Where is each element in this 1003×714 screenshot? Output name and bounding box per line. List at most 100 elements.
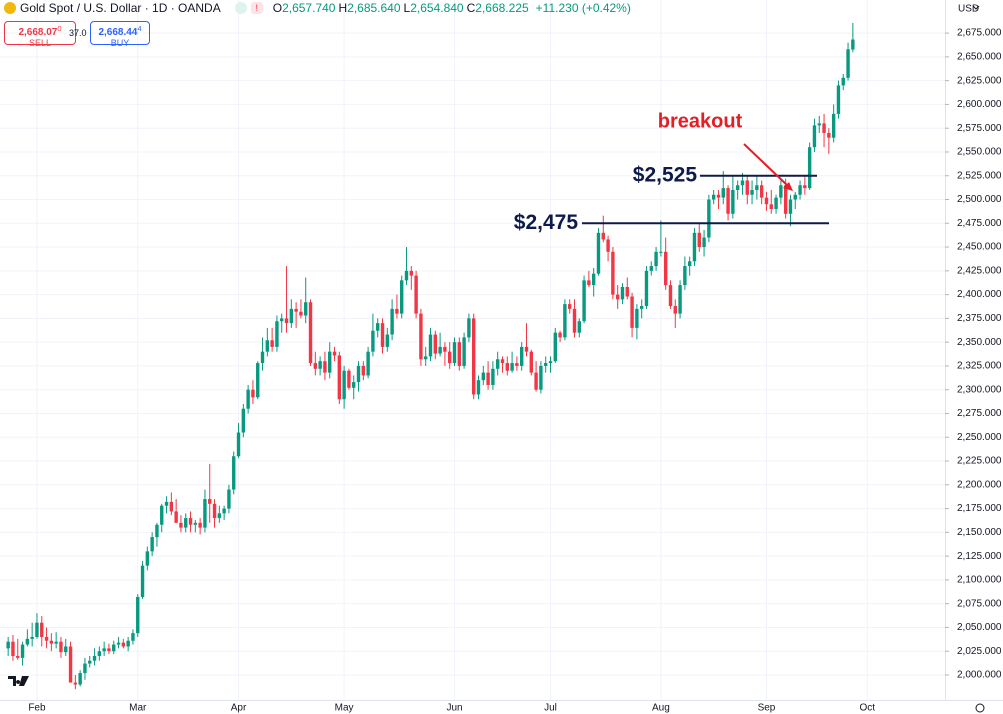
candle-body: [347, 370, 351, 388]
candle-body: [726, 188, 730, 214]
candle-body: [659, 251, 663, 253]
level-label: $2,525: [633, 163, 698, 186]
candle-body: [822, 123, 826, 133]
candle-body: [687, 261, 692, 267]
candle-body: [270, 340, 274, 347]
sell-button[interactable]: 2,668.070 SELL: [4, 21, 76, 48]
x-tick-label: Mar: [129, 703, 147, 714]
candle-body: [299, 311, 303, 316]
currency-caret: [972, 5, 980, 10]
candle-body: [328, 351, 332, 373]
candle-body: [428, 334, 433, 357]
candle-body: [419, 313, 423, 360]
x-tick-label: Jun: [446, 703, 462, 714]
candle-body: [64, 646, 68, 653]
candle-body: [313, 363, 318, 369]
candle-body: [332, 351, 337, 356]
candle-body: [164, 501, 169, 506]
candle-body: [649, 266, 653, 271]
candle-body: [289, 308, 294, 324]
candle-body: [539, 365, 543, 390]
candle-body: [424, 356, 428, 360]
candle-body: [414, 275, 418, 314]
candle-body: [635, 308, 639, 328]
y-tick-label: 2,550.000: [957, 147, 1002, 158]
candle-body: [232, 456, 236, 490]
candle-body: [212, 503, 217, 519]
candle-body: [203, 499, 207, 528]
candle-body: [803, 185, 807, 189]
candle-body: [400, 280, 404, 314]
buy-label: BUY: [110, 38, 130, 48]
y-tick-label: 2,600.000: [957, 99, 1002, 110]
y-tick-label: 2,575.000: [957, 123, 1002, 134]
candle-body: [851, 39, 855, 50]
candle-body: [25, 638, 30, 645]
y-tick-label: 2,450.000: [957, 242, 1002, 253]
candle-body: [54, 641, 58, 644]
candle-body: [567, 304, 572, 309]
settings-icon[interactable]: [975, 703, 985, 713]
candle-body: [683, 266, 687, 286]
candle-body: [116, 642, 121, 645]
candle-body: [577, 321, 581, 333]
candle-body: [639, 306, 644, 309]
candle-body: [740, 180, 745, 186]
candle-body: [30, 636, 34, 639]
status-icon[interactable]: [234, 2, 247, 14]
alert-icon[interactable]: !: [250, 2, 263, 14]
candle-body: [587, 280, 591, 286]
buy-button[interactable]: 2,668.444 BUY: [90, 21, 150, 48]
symbol[interactable]: Gold Spot / U.S. Dollar · 1D · OANDA: [20, 1, 221, 15]
candle-body: [836, 85, 841, 114]
candle-body: [275, 321, 279, 347]
y-tick-label: 2,025.000: [957, 646, 1002, 657]
grid: [0, 0, 949, 700]
candle-body: [188, 518, 193, 525]
candle-body: [457, 342, 462, 366]
y-tick-label: 2,175.000: [957, 503, 1002, 514]
candle-body: [342, 370, 346, 400]
y-tick-label: 2,325.000: [957, 361, 1002, 372]
candle-body: [40, 622, 44, 637]
y-tick-label: 2,125.000: [957, 551, 1002, 562]
candle-body: [73, 682, 78, 685]
logo: [8, 676, 29, 686]
candle-body: [524, 346, 529, 352]
annotation-arrowhead: [783, 182, 793, 191]
candle-body: [543, 363, 548, 366]
candle-body: [462, 337, 466, 366]
candle-body: [702, 237, 706, 248]
candle-body: [591, 273, 596, 286]
candle-body: [448, 351, 452, 364]
ohlc-key: C: [466, 1, 476, 15]
candle-body: [606, 239, 610, 252]
candle-body: [371, 330, 375, 352]
level-label: $2,475: [514, 211, 579, 234]
candle-body: [438, 346, 442, 354]
candle-body: [16, 655, 20, 658]
candle-body: [44, 636, 49, 641]
y-tick-label: 2,425.000: [957, 265, 1002, 276]
candle-body: [553, 332, 557, 362]
currency[interactable]: USD: [958, 4, 979, 15]
candle-body: [572, 308, 577, 333]
candle-body: [265, 340, 270, 352]
candle-body: [774, 197, 778, 210]
candle-body: [380, 323, 385, 347]
candle-body: [198, 522, 202, 528]
candle-body: [121, 642, 126, 647]
candle-body: [366, 351, 370, 376]
candle-body: [222, 508, 226, 514]
ohlc-key: O: [272, 1, 283, 15]
candle-body: [692, 232, 697, 262]
candle-body: [208, 499, 212, 504]
candle-body: [596, 232, 601, 274]
legend: Gold Spot / U.S. Dollar · 1D · OANDA ! O…: [4, 1, 631, 15]
x-tick-label: May: [335, 703, 354, 714]
y-tick-label: 2,000.000: [957, 670, 1002, 681]
sell-sup: 0: [57, 24, 62, 33]
y-tick-label: 2,075.000: [957, 598, 1002, 609]
candle-body: [256, 363, 260, 398]
candle-body: [673, 306, 677, 314]
